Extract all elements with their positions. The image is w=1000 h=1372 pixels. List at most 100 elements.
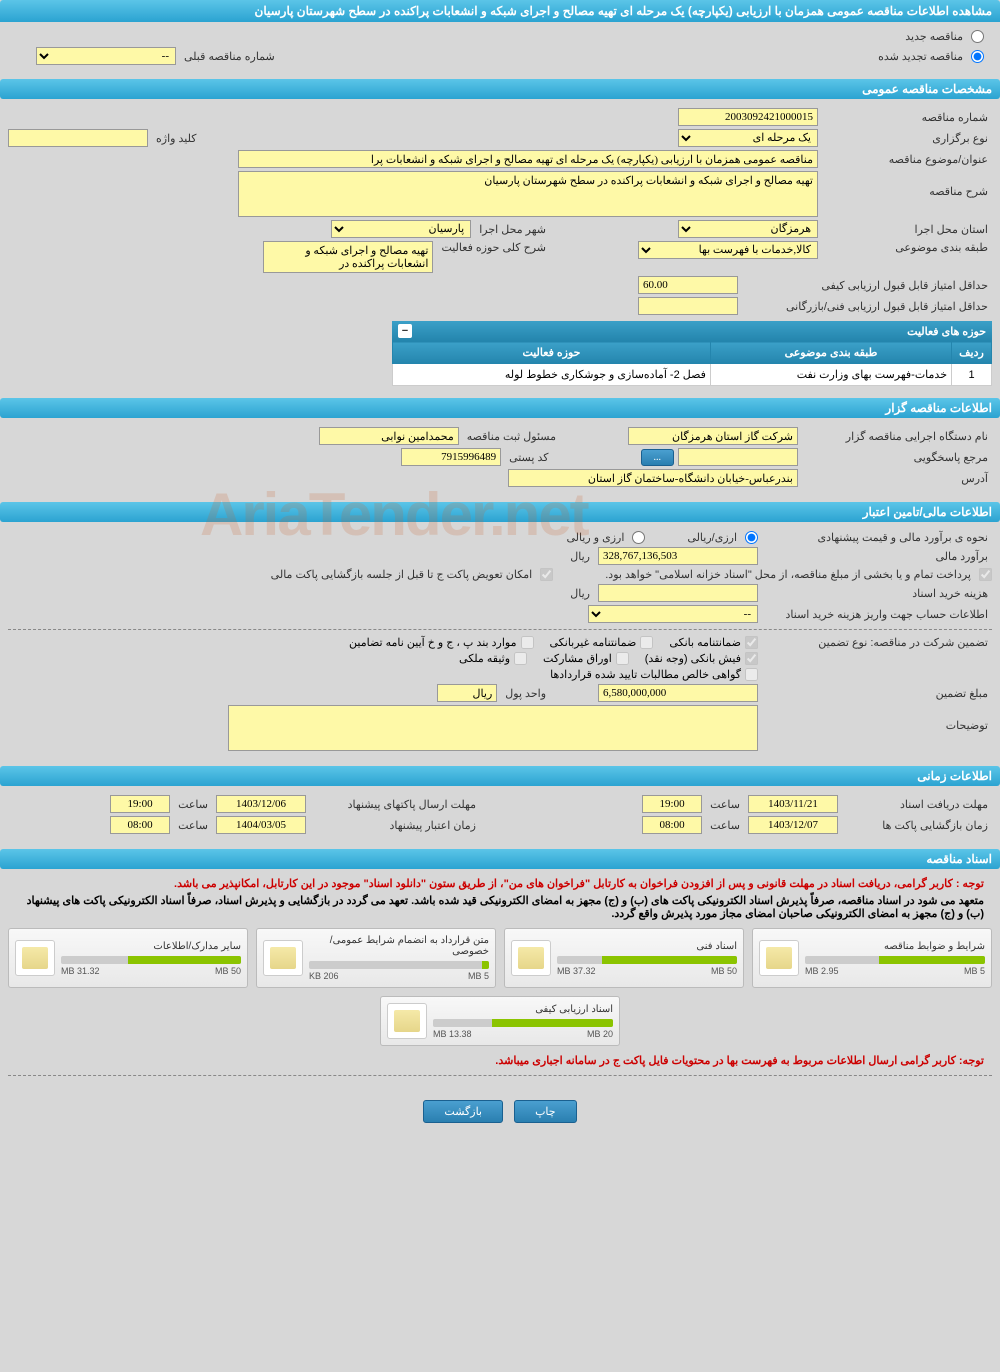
chk-swap (540, 568, 553, 581)
select-category[interactable]: کالا,خدمات با فهرست بها (638, 241, 818, 259)
progress-bar (433, 1019, 613, 1027)
label-province: استان محل اجرا (822, 223, 992, 236)
input-estimate[interactable] (598, 547, 758, 565)
label-doc-cost-unit: ریال (566, 587, 594, 600)
chk-fish (745, 652, 758, 665)
folder-icon (511, 940, 551, 976)
folder-icon (759, 940, 799, 976)
select-city[interactable]: پارسیان (331, 220, 471, 238)
input-receive-time[interactable] (642, 795, 702, 813)
table-row: 1 خدمات-فهرست بهای وزارت نفت فصل 2- آماد… (393, 364, 992, 386)
lbl-clauses: موارد بند پ ، ج و خ آیین نامه تضامین (349, 636, 516, 649)
label-city: شهر محل اجرا (475, 223, 550, 236)
progress-bar (309, 961, 489, 969)
label-min-tech: حداقل امتیاز قابل قبول ارزیابی فنی/بازرگ… (742, 300, 992, 313)
doc-total: 50 MB (711, 966, 737, 976)
label-payment-note: پرداخت تمام و یا بخشی از مبلغ مناقصه، از… (601, 568, 975, 581)
label-estimate: برآورد مالی (762, 550, 992, 563)
label-time-1: ساعت (706, 798, 744, 811)
chk-payment-note (979, 568, 992, 581)
doc-title: اسناد ارزیابی کیفی (433, 1004, 613, 1015)
chk-clauses (521, 636, 534, 649)
textarea-notes[interactable] (228, 705, 758, 751)
folder-icon (15, 940, 55, 976)
input-keyword[interactable] (8, 129, 148, 147)
radio-renewed-tender[interactable] (971, 50, 984, 63)
label-activity-desc: شرح کلی حوزه فعالیت (437, 241, 550, 254)
input-open-time[interactable] (642, 816, 702, 834)
docs-grid: شرایط و ضوابط مناقصه 5 MB2.95 MB اسناد ف… (8, 922, 992, 1052)
select-account[interactable]: -- (588, 605, 758, 623)
input-submit-date[interactable] (216, 795, 306, 813)
input-submit-time[interactable] (110, 795, 170, 813)
radio-rial[interactable] (745, 531, 758, 544)
input-guarantee-amount[interactable] (598, 684, 758, 702)
doc-used: 13.38 MB (433, 1029, 472, 1039)
doc-used: 31.32 MB (61, 966, 100, 976)
progress-bar (805, 956, 985, 964)
chk-property (514, 652, 527, 665)
print-button[interactable]: چاپ (514, 1100, 577, 1123)
input-address[interactable] (508, 469, 798, 487)
doc-card[interactable]: اسناد ارزیابی کیفی 20 MB13.38 MB (380, 996, 620, 1046)
label-doc-cost: هزینه خرید اسناد (762, 587, 992, 600)
select-province[interactable]: هرمزگان (678, 220, 818, 238)
divider (8, 629, 992, 630)
col-category: طبقه بندی موضوعی (710, 342, 951, 364)
input-receive-date[interactable] (748, 795, 838, 813)
doc-card[interactable]: شرایط و ضوابط مناقصه 5 MB2.95 MB (752, 928, 992, 988)
input-accountability[interactable] (678, 448, 798, 466)
doc-card[interactable]: اسناد فنی 50 MB 37.32 MB (504, 928, 744, 988)
label-notes: توضیحات (762, 705, 992, 732)
doc-total: 5 MB (964, 966, 985, 976)
doc-card[interactable]: متن قرارداد به انضمام شرایط عمومی/خصوصی … (256, 928, 496, 988)
input-registrar[interactable] (319, 427, 459, 445)
lbl-fish: فیش بانکی (وجه نقد) (645, 652, 741, 665)
input-validity-time[interactable] (110, 816, 170, 834)
col-row: ردیف (952, 342, 992, 364)
lbl-bank-guarantee: ضمانتنامه بانکی (669, 636, 741, 649)
input-subject[interactable] (238, 150, 818, 168)
input-org-name[interactable] (628, 427, 798, 445)
activities-table: ردیف طبقه بندی موضوعی حوزه فعالیت 1 خدما… (392, 341, 992, 386)
input-tender-number[interactable] (678, 108, 818, 126)
docs-note-1: توجه : کاربر گرامی، دریافت اسناد در مهلت… (8, 875, 992, 892)
input-min-quality[interactable] (638, 276, 738, 294)
input-validity-date[interactable] (216, 816, 306, 834)
page-title: مشاهده اطلاعات مناقصه عمومی همزمان با ار… (0, 0, 1000, 22)
select-prev-number[interactable]: -- (36, 47, 176, 65)
section-financial: اطلاعات مالی/تامین اعتبار (0, 502, 1000, 522)
label-time-2: ساعت (706, 819, 744, 832)
section-docs: اسناد مناقصه (0, 849, 1000, 869)
doc-card[interactable]: سایر مدارک/اطلاعات 50 MB31.32 MB (8, 928, 248, 988)
radio-new-tender[interactable] (971, 30, 984, 43)
doc-used: 37.32 MB (557, 966, 596, 976)
more-button[interactable]: ... (641, 449, 675, 466)
folder-icon (263, 940, 303, 976)
select-hold-type[interactable]: یک مرحله ای (678, 129, 818, 147)
collapse-icon[interactable]: − (398, 324, 412, 338)
activities-header: حوزه های فعالیت − (392, 321, 992, 341)
label-prev-number: شماره مناقصه قبلی (180, 50, 279, 63)
section-general: مشخصات مناقصه عمومی (0, 79, 1000, 99)
label-category: طبقه بندی موضوعی (822, 241, 992, 254)
textarea-activity-desc[interactable]: تهیه مصالح و اجرای شبکه و انشعابات پراکن… (263, 241, 433, 273)
label-opt-rial: ارزی/ریالی (683, 531, 741, 544)
section-time: اطلاعات زمانی (0, 766, 1000, 786)
input-postal[interactable] (401, 448, 501, 466)
input-currency[interactable] (437, 684, 497, 702)
label-currency: واحد پول (501, 687, 550, 700)
label-keyword: کلید واژه (152, 132, 200, 145)
lbl-receivables: گواهی خالص مطالبات تایید شده قراردادها (550, 668, 741, 681)
doc-used: 206 KB (309, 971, 339, 981)
divider-bottom (8, 1075, 992, 1076)
input-open-date[interactable] (748, 816, 838, 834)
input-min-tech[interactable] (638, 297, 738, 315)
input-doc-cost[interactable] (598, 584, 758, 602)
doc-total: 5 MB (468, 971, 489, 981)
back-button[interactable]: بازگشت (423, 1100, 503, 1123)
textarea-desc[interactable]: تهیه مصالح و اجرای شبکه و انشعابات پراکن… (238, 171, 818, 217)
doc-title: اسناد فنی (557, 941, 737, 952)
radio-other-curr[interactable] (632, 531, 645, 544)
col-area: حوزه فعالیت (393, 342, 711, 364)
